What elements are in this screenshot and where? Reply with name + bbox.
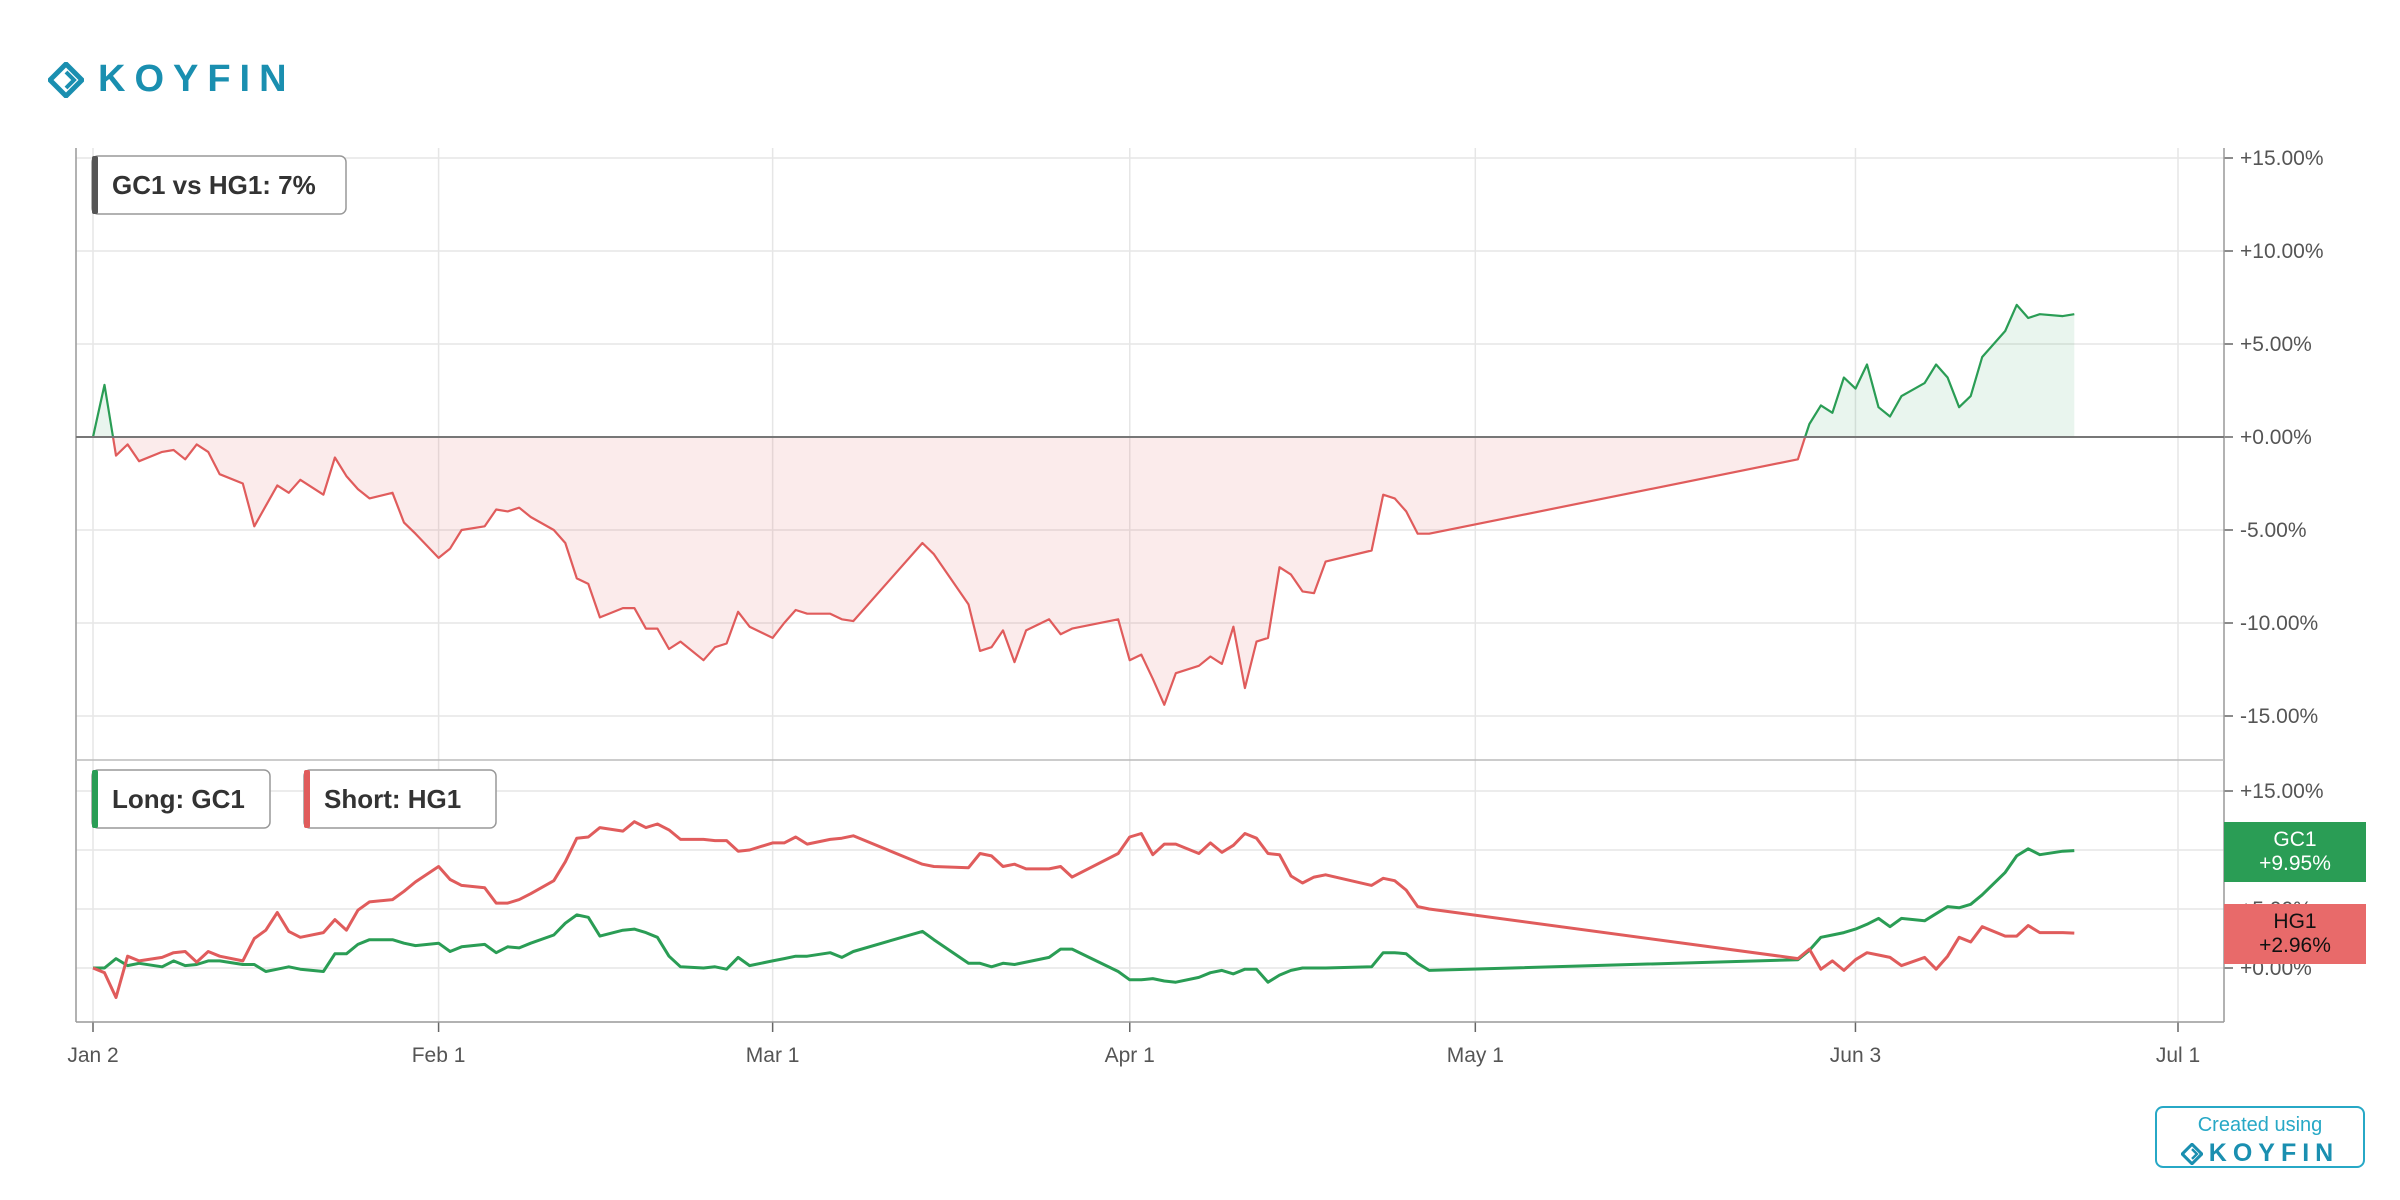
spread-line bbox=[1804, 303, 2075, 438]
credit-brand: KOYFIN bbox=[2157, 1139, 2363, 1168]
y-tick-label: -5.00% bbox=[2240, 519, 2307, 542]
series-lines bbox=[91, 303, 2075, 999]
long-badge: Long: GC1 bbox=[91, 769, 271, 829]
x-tick-label: Mar 1 bbox=[746, 1044, 800, 1067]
grid-lines bbox=[76, 148, 2224, 1022]
gc1-tag-name: GC1 bbox=[2273, 828, 2316, 851]
spread-area bbox=[93, 304, 2075, 705]
koyfin-logo: KOYFIN bbox=[48, 58, 296, 101]
x-tick-label: Jun 3 bbox=[1830, 1044, 1881, 1067]
gc1-line bbox=[93, 847, 2075, 984]
y-tick-label: -10.00% bbox=[2240, 612, 2318, 635]
koyfin-diamond-small-icon bbox=[2180, 1142, 2203, 1165]
hg1-line bbox=[92, 820, 2075, 999]
spread-badge: GC1 vs HG1: 7% bbox=[91, 155, 347, 215]
y-tick-label: +10.00% bbox=[2240, 240, 2324, 263]
spread-line bbox=[111, 436, 1807, 706]
y-tick-label: +0.00% bbox=[2240, 426, 2312, 449]
x-tick-label: Feb 1 bbox=[412, 1044, 466, 1067]
y-tick-label: +15.00% bbox=[2240, 780, 2324, 803]
hg1-tag-value: +2.96% bbox=[2259, 934, 2331, 957]
y-tick-label: +5.00% bbox=[2240, 333, 2312, 356]
gc1-tag-value: +9.95% bbox=[2259, 852, 2331, 875]
hg1-value-tag: HG1 +2.96% bbox=[2224, 904, 2366, 964]
brand-name: KOYFIN bbox=[98, 58, 296, 100]
koyfin-diamond-icon bbox=[48, 61, 84, 98]
gc1-value-tag: GC1 +9.95% bbox=[2224, 822, 2366, 882]
y-tick-label: -15.00% bbox=[2240, 705, 2318, 728]
short-badge: Short: HG1 bbox=[303, 769, 497, 829]
x-tick-label: Jan 2 bbox=[67, 1044, 118, 1067]
created-using-label: Created using bbox=[2197, 1114, 2323, 1136]
short-badge-label: Short: HG1 bbox=[324, 784, 461, 814]
y-tick-label: +15.00% bbox=[2240, 147, 2324, 170]
credit-brand-name: KOYFIN bbox=[2208, 1139, 2340, 1167]
x-tick-label: May 1 bbox=[1447, 1044, 1504, 1067]
spread-badge-label: GC1 vs HG1: 7% bbox=[112, 170, 316, 200]
spread-line bbox=[91, 383, 115, 438]
long-badge-label: Long: GC1 bbox=[112, 784, 245, 814]
x-tick-label: Apr 1 bbox=[1105, 1044, 1155, 1067]
hg1-tag-name: HG1 bbox=[2273, 910, 2316, 933]
tick-labels: Jan 2 Feb 1 Mar 1 Apr 1 May 1 Jun 3 Jul 1 -15.0… bbox=[67, 147, 2323, 1067]
spread-area-fill bbox=[1805, 304, 2075, 437]
created-using-badge[interactable]: Created using KOYFIN bbox=[2155, 1106, 2365, 1168]
spread-area-fill bbox=[93, 384, 113, 437]
spread-area-fill bbox=[113, 437, 1806, 705]
x-tick-label: Jul 1 bbox=[2156, 1044, 2200, 1067]
